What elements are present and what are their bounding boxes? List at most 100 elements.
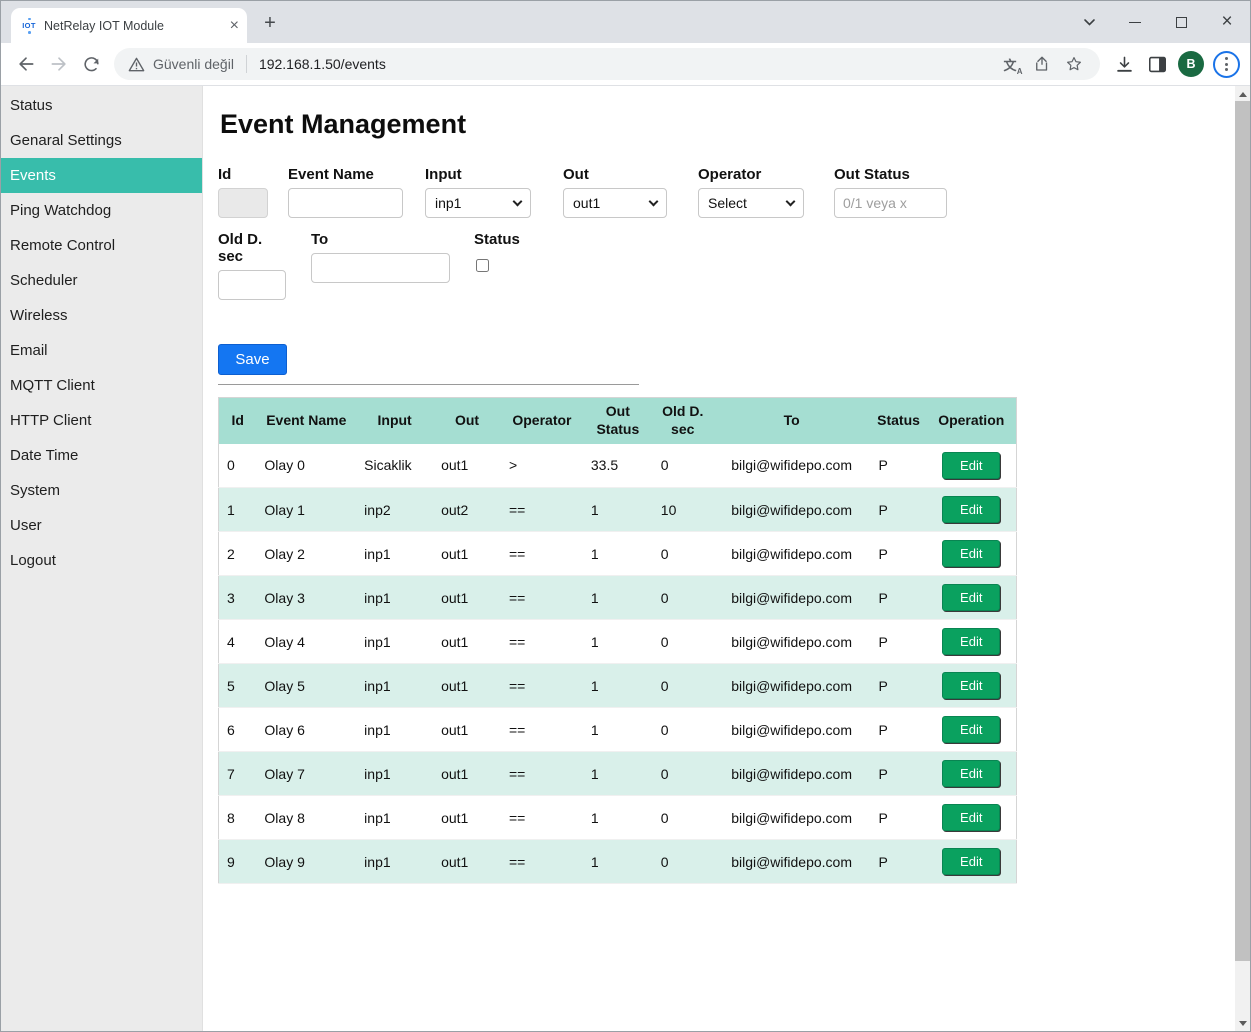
cell-id: 2 bbox=[219, 532, 257, 576]
cell-to: bilgi@wifidepo.com bbox=[713, 532, 871, 576]
cell-out-status: 1 bbox=[583, 532, 653, 576]
reload-button[interactable] bbox=[75, 48, 108, 81]
old-d-sec-field[interactable] bbox=[218, 270, 286, 300]
sidebar-item[interactable]: Date Time bbox=[1, 438, 202, 473]
cell-operator: == bbox=[501, 708, 583, 752]
profile-avatar[interactable]: B bbox=[1178, 51, 1204, 77]
edit-button[interactable]: Edit bbox=[942, 540, 1000, 567]
sidebar-item[interactable]: System bbox=[1, 473, 202, 508]
url-text[interactable]: 192.168.1.50/events bbox=[259, 56, 386, 72]
status-checkbox[interactable] bbox=[476, 259, 489, 272]
to-field[interactable] bbox=[311, 253, 450, 283]
sidebar-item[interactable]: Email bbox=[1, 333, 202, 368]
sidebar-item[interactable]: Scheduler bbox=[1, 263, 202, 298]
sidebar-item-label: Wireless bbox=[10, 307, 68, 324]
cell-out-status: 1 bbox=[583, 488, 653, 532]
minimize-button[interactable] bbox=[1112, 7, 1158, 37]
sidebar-item-label: Date Time bbox=[10, 447, 78, 464]
out-status-field[interactable] bbox=[834, 188, 947, 218]
edit-button[interactable]: Edit bbox=[942, 716, 1000, 743]
side-panel-icon[interactable] bbox=[1141, 48, 1174, 81]
cell-operation: Edit bbox=[927, 576, 1017, 620]
sidebar-item[interactable]: Genaral Settings bbox=[1, 123, 202, 158]
sidebar-item[interactable]: Status bbox=[1, 88, 202, 123]
cell-input: inp1 bbox=[356, 532, 433, 576]
edit-button[interactable]: Edit bbox=[942, 672, 1000, 699]
bookmark-star-icon[interactable] bbox=[1058, 50, 1090, 78]
sidebar-item[interactable]: Events bbox=[1, 158, 202, 193]
cell-event-name: Olay 2 bbox=[256, 532, 356, 576]
edit-button[interactable]: Edit bbox=[942, 584, 1000, 611]
sidebar-item[interactable]: User bbox=[1, 508, 202, 543]
edit-button[interactable]: Edit bbox=[942, 496, 1000, 523]
edit-button[interactable]: Edit bbox=[942, 452, 1000, 479]
to-label: To bbox=[311, 231, 450, 248]
table-row: 4 Olay 4 inp1 out1 == 1 0 bilgi@wifidepo… bbox=[219, 620, 1017, 664]
event-name-label: Event Name bbox=[288, 166, 403, 183]
sidebar-item[interactable]: HTTP Client bbox=[1, 403, 202, 438]
cell-id: 1 bbox=[219, 488, 257, 532]
translate-icon[interactable]: 文A bbox=[994, 50, 1026, 78]
scrollbar-thumb[interactable] bbox=[1235, 101, 1250, 961]
cell-status: P bbox=[871, 576, 927, 620]
cell-operator: == bbox=[501, 532, 583, 576]
cell-input: inp1 bbox=[356, 664, 433, 708]
cell-status: P bbox=[871, 840, 927, 884]
chevron-down-icon bbox=[649, 197, 659, 207]
cell-operator: == bbox=[501, 840, 583, 884]
cell-out: out1 bbox=[433, 708, 501, 752]
address-bar[interactable]: Güvenli değil 192.168.1.50/events 文A bbox=[114, 48, 1100, 80]
cell-to: bilgi@wifidepo.com bbox=[713, 840, 871, 884]
tab-close-icon[interactable]: × bbox=[230, 18, 239, 34]
sidebar-item[interactable]: Remote Control bbox=[1, 228, 202, 263]
edit-button[interactable]: Edit bbox=[942, 628, 1000, 655]
site-favicon-icon: IOT bbox=[21, 18, 37, 34]
edit-button[interactable]: Edit bbox=[942, 760, 1000, 787]
cell-event-name: Olay 0 bbox=[256, 444, 356, 488]
header-operation: Operation bbox=[927, 398, 1017, 444]
sidebar-item[interactable]: Wireless bbox=[1, 298, 202, 333]
cell-out: out1 bbox=[433, 444, 501, 488]
browser-menu-icon[interactable] bbox=[1213, 51, 1240, 78]
input-label: Input bbox=[425, 166, 531, 183]
sidebar-item[interactable]: MQTT Client bbox=[1, 368, 202, 403]
cell-to: bilgi@wifidepo.com bbox=[713, 620, 871, 664]
cell-operator: == bbox=[501, 488, 583, 532]
scroll-down-icon[interactable] bbox=[1235, 1016, 1250, 1030]
input-select[interactable]: inp1 bbox=[425, 188, 531, 218]
out-label: Out bbox=[563, 166, 667, 183]
table-row: 2 Olay 2 inp1 out1 == 1 0 bilgi@wifidepo… bbox=[219, 532, 1017, 576]
maximize-button[interactable] bbox=[1158, 7, 1204, 37]
cell-id: 6 bbox=[219, 708, 257, 752]
sidebar-item[interactable]: Logout bbox=[1, 543, 202, 578]
share-icon[interactable] bbox=[1026, 50, 1058, 78]
cell-operator: == bbox=[501, 664, 583, 708]
scroll-up-icon[interactable] bbox=[1235, 87, 1250, 101]
edit-button[interactable]: Edit bbox=[942, 848, 1000, 875]
forward-button[interactable] bbox=[42, 48, 75, 81]
edit-button[interactable]: Edit bbox=[942, 804, 1000, 831]
tab-search-chevron-icon[interactable] bbox=[1066, 7, 1112, 37]
out-select[interactable]: out1 bbox=[563, 188, 667, 218]
browser-tab[interactable]: IOT NetRelay IOT Module × bbox=[11, 8, 247, 43]
page-scrollbar[interactable] bbox=[1235, 86, 1250, 1031]
chevron-down-icon bbox=[513, 197, 523, 207]
cell-status: P bbox=[871, 532, 927, 576]
id-label: Id bbox=[218, 166, 268, 183]
download-icon[interactable] bbox=[1108, 48, 1141, 81]
cell-input: inp1 bbox=[356, 752, 433, 796]
cell-operation: Edit bbox=[927, 664, 1017, 708]
back-button[interactable] bbox=[9, 48, 42, 81]
close-window-button[interactable]: × bbox=[1204, 7, 1250, 37]
sidebar-item[interactable]: Ping Watchdog bbox=[1, 193, 202, 228]
save-button[interactable]: Save bbox=[218, 344, 287, 375]
cell-operation: Edit bbox=[927, 488, 1017, 532]
event-name-field[interactable] bbox=[288, 188, 403, 218]
operator-select[interactable]: Select bbox=[698, 188, 804, 218]
security-label[interactable]: Güvenli değil bbox=[153, 56, 234, 72]
new-tab-button[interactable]: + bbox=[257, 11, 283, 37]
cell-status: P bbox=[871, 752, 927, 796]
cell-status: P bbox=[871, 488, 927, 532]
cell-operator: == bbox=[501, 752, 583, 796]
header-status: Status bbox=[871, 398, 927, 444]
